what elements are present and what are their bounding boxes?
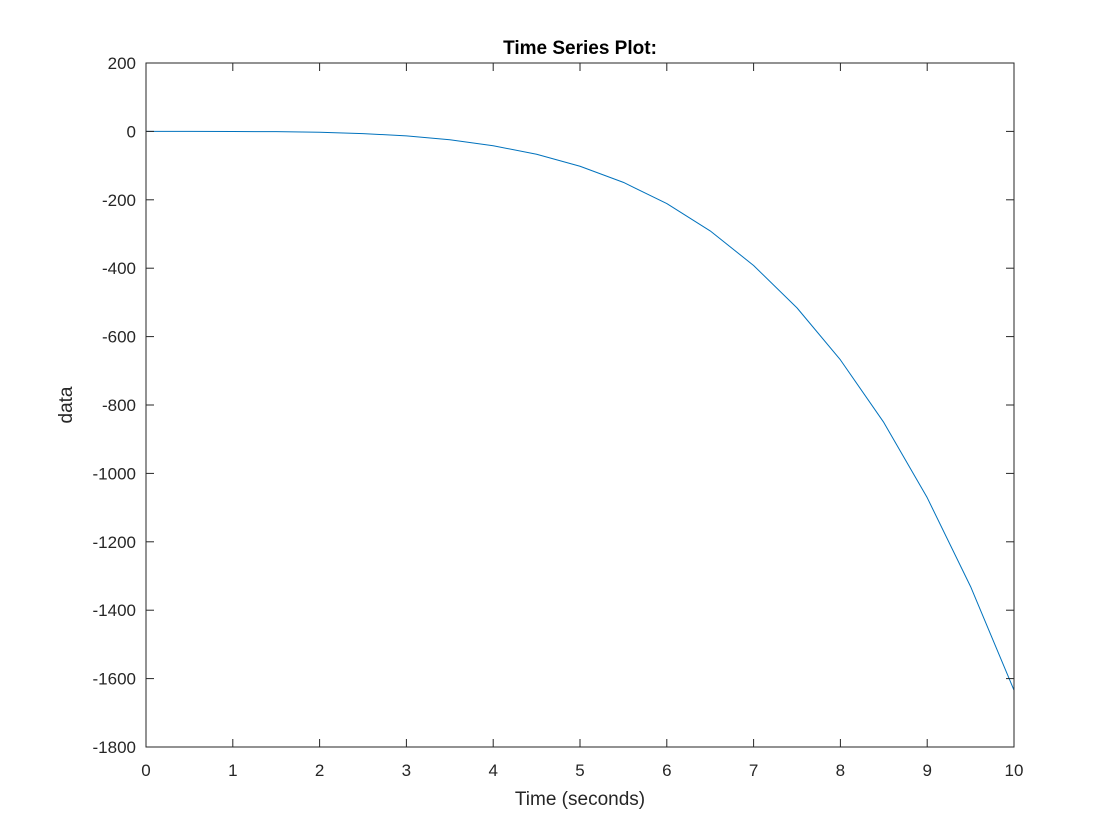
x-tick-label: 9: [922, 761, 931, 780]
y-tick-label: 200: [108, 54, 136, 73]
series-line: [146, 130, 1015, 691]
x-axis-label: Time (seconds): [515, 789, 645, 810]
x-tick-label: 4: [488, 761, 497, 780]
y-tick-label: -1800: [93, 738, 136, 757]
y-tick-label: -1000: [93, 464, 136, 483]
y-tick-label: 0: [127, 122, 136, 141]
y-axis-label: data: [56, 386, 77, 423]
y-tick-label: -400: [102, 259, 136, 278]
y-tick-label: -800: [102, 396, 136, 415]
y-tick-label: -1600: [93, 670, 136, 689]
chart-title: Time Series Plot:: [503, 38, 657, 59]
plot-area: [146, 63, 1014, 747]
y-tick-label: -600: [102, 328, 136, 347]
y-tick-label: -200: [102, 191, 136, 210]
x-tick-label: 6: [662, 761, 671, 780]
series-layer: [146, 130, 1015, 691]
x-tick-label: 5: [575, 761, 584, 780]
tick-layer: 0 1 2 3 4 5 6 7 8 9 10 -1800 -1600 -1400 -1200 -1000 -80…: [93, 54, 1024, 780]
x-tick-label: 3: [402, 761, 411, 780]
x-tick-label: 1: [228, 761, 237, 780]
y-tick-label: -1400: [93, 601, 136, 620]
x-tick-label: 7: [749, 761, 758, 780]
x-tick-label: 2: [315, 761, 324, 780]
x-tick-label: 10: [1005, 761, 1024, 780]
x-tick-label: 8: [836, 761, 845, 780]
y-tick-label: -1200: [93, 533, 136, 552]
x-tick-label: 0: [141, 761, 150, 780]
